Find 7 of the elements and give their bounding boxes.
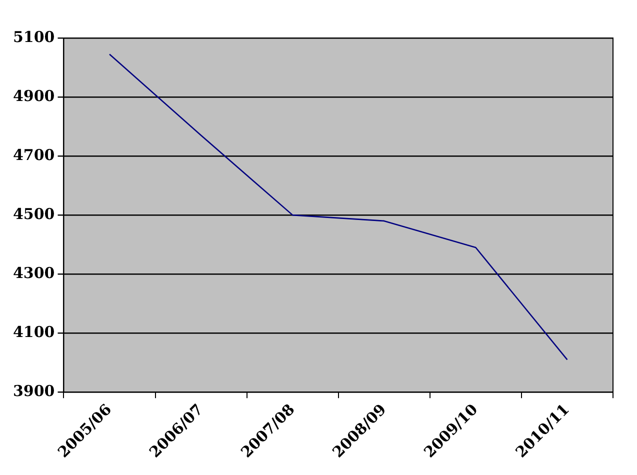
y-tick-label: 4900 — [13, 86, 55, 105]
y-tick-label: 4500 — [13, 204, 55, 223]
y-tick-label: 4100 — [13, 322, 55, 341]
y-tick-label: 4700 — [13, 146, 55, 164]
y-tick-label: 4300 — [13, 264, 55, 282]
y-tick-label: 3900 — [13, 382, 55, 400]
y-tick-label: 5100 — [13, 28, 55, 46]
